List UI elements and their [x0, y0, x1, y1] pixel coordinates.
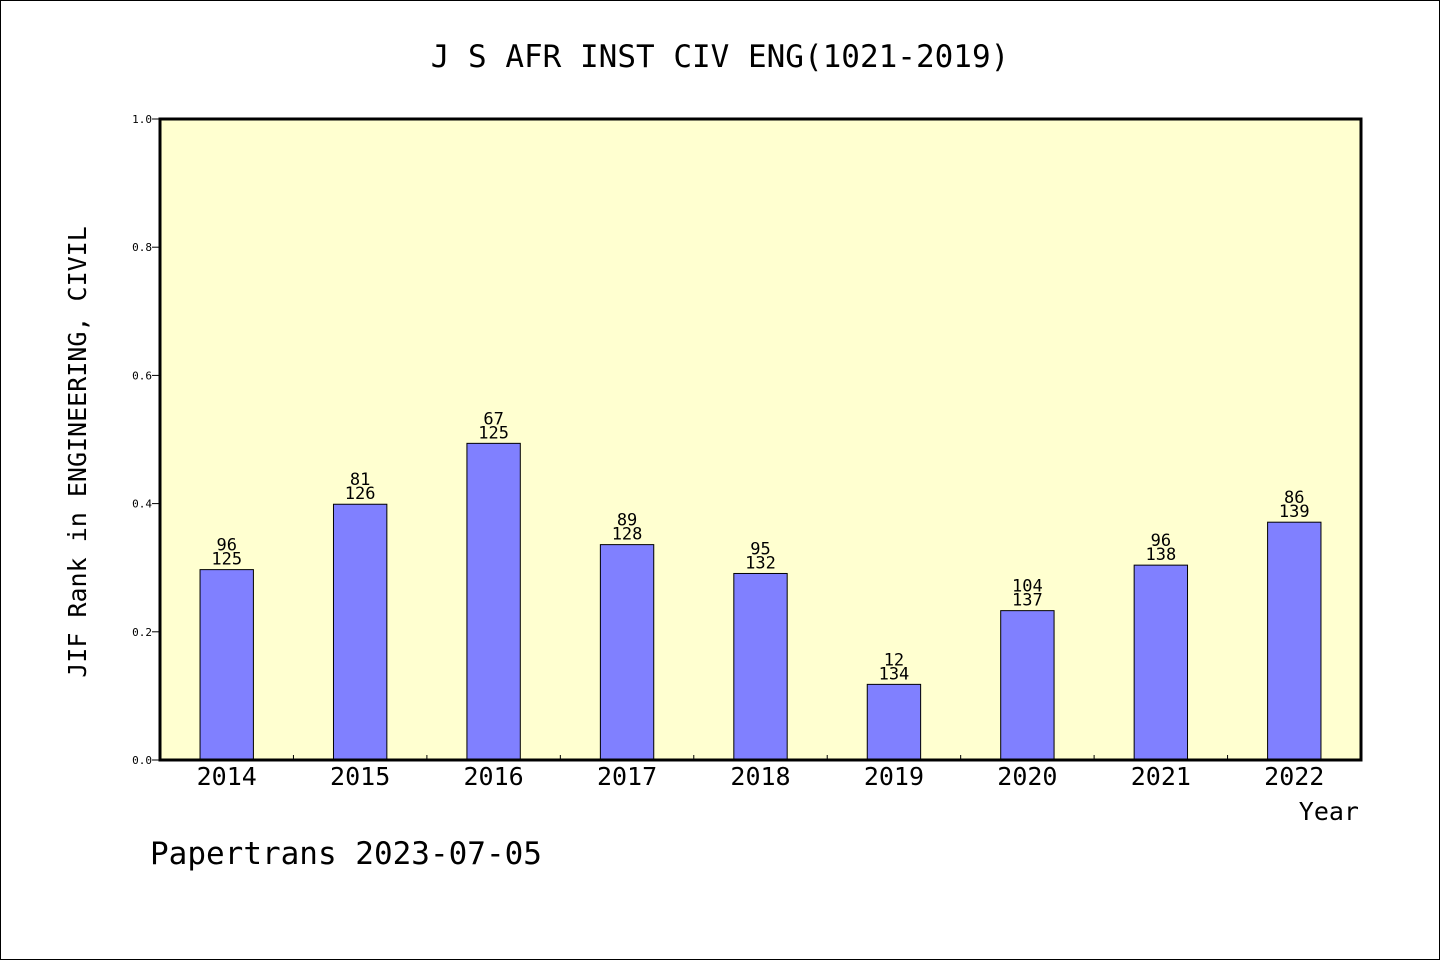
- bar-label-total-2022: 139: [1279, 502, 1310, 522]
- x-tick-label-2015: 2015: [330, 762, 390, 791]
- bar-2015: [332, 503, 388, 761]
- plot-border: [158, 117, 1363, 762]
- bar-2016: [466, 442, 521, 761]
- y-tick-label: 0.4: [132, 498, 152, 511]
- y-tick-label: 1.0: [132, 113, 152, 126]
- bar-label-total-2016: 125: [478, 423, 509, 443]
- y-tick-label: 0.8: [132, 241, 152, 254]
- bars: [199, 442, 1322, 761]
- bar-label-total-2018: 132: [745, 553, 776, 573]
- bar-label-rank-2015: 81: [350, 470, 370, 490]
- bar-2020: [1000, 610, 1055, 761]
- y-axis-ticks: 0.0 0.2 0.4 0.6 0.8 1.0: [132, 113, 160, 767]
- x-tick-label-2022: 2022: [1264, 762, 1324, 791]
- bar-2019: [866, 683, 922, 761]
- y-tick-label: 0.2: [132, 626, 152, 639]
- bar-label-total-2020: 137: [1012, 591, 1043, 611]
- bar-label-rank-2022: 86: [1284, 488, 1304, 508]
- bar-2022: [1267, 521, 1322, 761]
- bar-2017: [599, 544, 655, 761]
- bar-label-rank-2017: 89: [617, 511, 637, 531]
- bar-2018: [733, 572, 788, 761]
- y-tick-label: 0.6: [132, 369, 152, 382]
- x-tick-label-2019: 2019: [864, 762, 924, 791]
- bar-2014: [199, 569, 254, 761]
- bar-label-rank-2021: 96: [1151, 531, 1171, 551]
- bar-label-total-2017: 128: [612, 525, 643, 545]
- x-tick-label-2018: 2018: [730, 762, 790, 791]
- x-tick-label-2014: 2014: [197, 762, 257, 791]
- bar-label-rank-2016: 67: [483, 409, 503, 429]
- bar-label-rank-2014: 96: [216, 536, 236, 556]
- y-tick-label: 0.0: [132, 754, 152, 767]
- bar-label-rank-2018: 95: [750, 539, 770, 559]
- footer-credit: Papertrans 2023-07-05: [150, 836, 542, 872]
- bar-label-rank-2019: 12: [884, 650, 904, 670]
- x-tick-labels: 2014 2015 2016 2017 2018 2019 2020 2021 2022: [197, 762, 1325, 791]
- bar-label-total-2015: 126: [345, 484, 376, 504]
- x-axis-label: Year: [1299, 797, 1359, 826]
- bar-labels: 9612581126671258912895132121341041379613…: [211, 409, 1309, 684]
- x-tick-label-2020: 2020: [997, 762, 1057, 791]
- bar-label-total-2014: 125: [211, 550, 242, 570]
- chart-title: J S AFR INST CIV ENG(1021-2019): [431, 39, 1010, 75]
- bar-label-rank-2020: 104: [1012, 577, 1043, 597]
- x-tick-label-2021: 2021: [1131, 762, 1191, 791]
- y-axis-label: JIF Rank in ENGINEERING, CIVIL: [63, 226, 92, 678]
- x-tick-label-2017: 2017: [597, 762, 657, 791]
- bar-label-total-2019: 134: [879, 664, 910, 684]
- x-tick-label-2016: 2016: [464, 762, 524, 791]
- bar-2021: [1133, 564, 1189, 761]
- bar-label-total-2021: 138: [1145, 545, 1176, 565]
